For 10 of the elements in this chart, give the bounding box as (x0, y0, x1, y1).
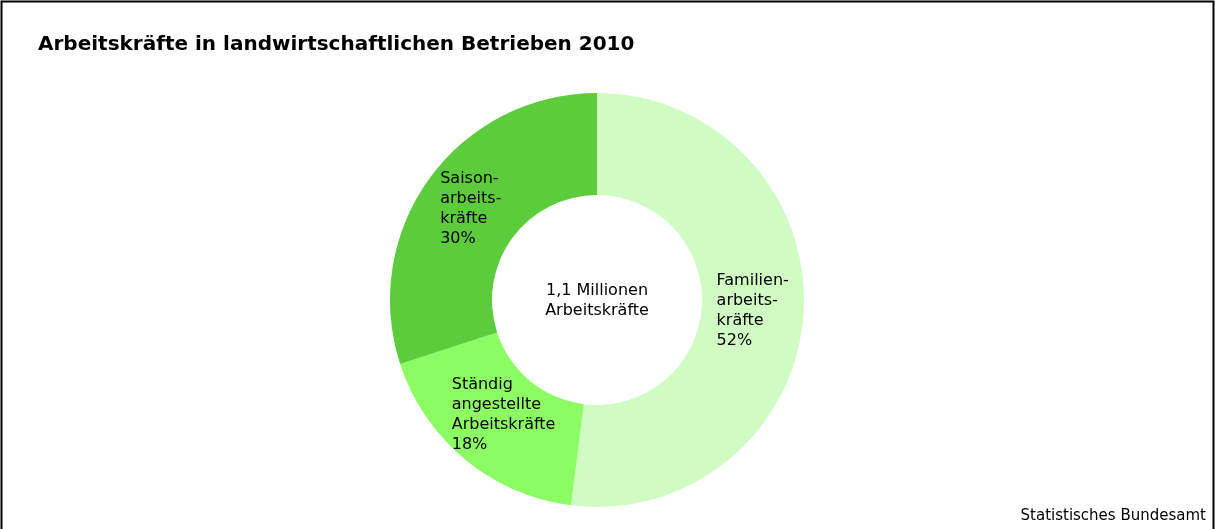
data-label: 18% (451, 434, 488, 454)
donut-slice (400, 332, 584, 506)
data-label: 52% (716, 329, 753, 349)
slice-label: Ständig angestellte Arbeitskräfte (451, 374, 556, 434)
slice-label: Saison- arbeits- kräfte (440, 168, 502, 228)
slice-label: Familien- arbeits- kräfte (716, 269, 789, 329)
text: 1,1 Millionen Arbeitskräfte (545, 280, 649, 319)
data-label: 30% (440, 228, 476, 248)
text: Statistisches Bundesamt (1020, 506, 1207, 524)
chart-title: Arbeitskräfte in landwirtschaftlichen Betrieben 2010 (38, 31, 635, 55)
